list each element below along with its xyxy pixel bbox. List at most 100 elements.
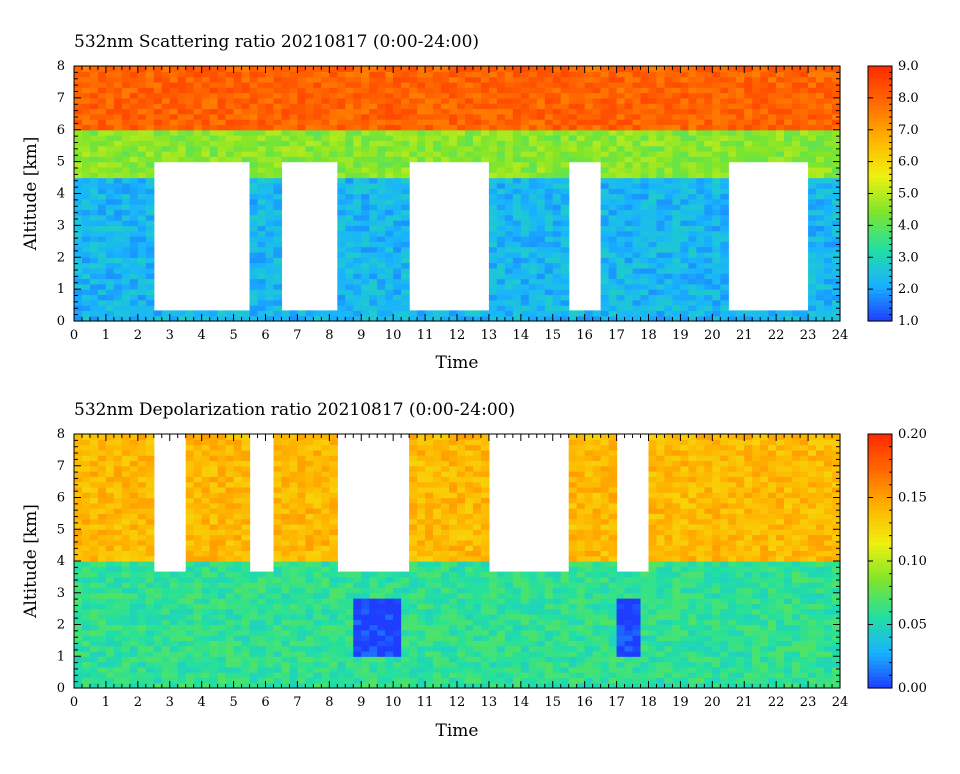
heatmap-cell (401, 124, 410, 130)
heatmap-cell (305, 146, 314, 152)
heatmap-cell (617, 289, 626, 295)
heatmap-cell (122, 252, 131, 258)
heatmap-cell (561, 71, 570, 77)
heatmap-cell (146, 199, 155, 205)
heatmap-cell (242, 561, 251, 567)
heatmap-cell (680, 294, 689, 300)
heatmap-cell (242, 114, 251, 120)
heatmap-cell (641, 98, 650, 104)
heatmap-cell (90, 167, 99, 173)
heatmap-cell (688, 188, 697, 194)
heatmap-cell (250, 300, 259, 306)
colorbar-band (868, 138, 892, 143)
heatmap-cell (369, 188, 378, 194)
heatmap-cell (106, 199, 115, 205)
heatmap-cell (82, 434, 91, 440)
heatmap-cell (250, 577, 259, 583)
heatmap-cell (656, 284, 665, 290)
heatmap-cell (409, 130, 418, 136)
heatmap-cell (345, 119, 354, 125)
heatmap-cell (146, 434, 155, 440)
heatmap-cell (521, 209, 530, 215)
heatmap-cell (529, 215, 538, 221)
heatmap-cell (585, 135, 594, 141)
heatmap-cell (521, 183, 530, 189)
heatmap-cell (194, 140, 203, 146)
heatmap-cell (353, 225, 362, 231)
heatmap-cell (641, 140, 650, 146)
heatmap-cell (561, 273, 570, 279)
heatmap-cell (234, 609, 243, 615)
heatmap-cell (138, 140, 147, 146)
heatmap-cell (752, 119, 761, 125)
heatmap-cell (162, 66, 171, 72)
heatmap-cell (617, 71, 626, 77)
heatmap-cell (816, 252, 825, 258)
heatmap-cell (273, 204, 282, 210)
heatmap-cell (218, 124, 227, 130)
heatmap-cell (776, 77, 785, 83)
heatmap-cell (281, 82, 290, 88)
heatmap-cell (585, 114, 594, 120)
heatmap-cell (569, 71, 578, 77)
heatmap-cell (577, 119, 586, 125)
heatmap-cell (521, 199, 530, 205)
heatmap-cell (752, 114, 761, 120)
heatmap-cell (521, 162, 530, 168)
heatmap-cell (106, 268, 115, 274)
heatmap-cell (641, 124, 650, 130)
heatmap-cell (800, 130, 809, 136)
heatmap-cell (816, 146, 825, 152)
heatmap-cell (664, 98, 673, 104)
heatmap-cell (649, 98, 658, 104)
heatmap-cell (537, 204, 546, 210)
heatmap-cell (250, 662, 259, 668)
heatmap-cell (138, 263, 147, 269)
heatmap-cell (489, 77, 498, 83)
heatmap-cell (273, 651, 282, 657)
heatmap-cell (202, 103, 211, 109)
heatmap-cell (138, 598, 147, 604)
heatmap-cell (162, 98, 171, 104)
heatmap-cell (289, 82, 298, 88)
heatmap-cell (617, 310, 626, 316)
heatmap-cell (728, 82, 737, 88)
heatmap-cell (266, 87, 275, 93)
heatmap-cell (154, 614, 163, 620)
heatmap-cell (114, 603, 123, 609)
heatmap-cell (401, 231, 410, 237)
heatmap-cell (202, 476, 211, 482)
heatmap-cell (816, 220, 825, 226)
heatmap-cell (242, 482, 251, 488)
heatmap-cell (505, 178, 514, 184)
heatmap-cell (82, 513, 91, 519)
heatmap-cell (561, 135, 570, 141)
heatmap-cell (680, 71, 689, 77)
heatmap-cell (545, 156, 554, 162)
heatmap-cell (130, 178, 139, 184)
heatmap-cell (258, 130, 267, 136)
heatmap-cell (281, 146, 290, 152)
heatmap-cell (281, 550, 290, 556)
heatmap-cell (82, 87, 91, 93)
heatmap-cell (760, 71, 769, 77)
heatmap-cell (441, 156, 450, 162)
heatmap-cell (186, 98, 195, 104)
heatmap-cell (90, 119, 99, 125)
heatmap-cell (704, 71, 713, 77)
colorbar-tick-label: 4.0 (898, 218, 919, 233)
heatmap-cell (321, 130, 330, 136)
heatmap-cell (680, 98, 689, 104)
heatmap-cell (258, 247, 267, 253)
heatmap-cell (601, 172, 610, 178)
heatmap-cell (82, 241, 91, 247)
heatmap-cell (816, 257, 825, 263)
heatmap-cell (281, 140, 290, 146)
heatmap-cell (266, 225, 275, 231)
heatmap-cell (664, 71, 673, 77)
heatmap-cell (98, 434, 107, 440)
heatmap-cell (226, 566, 235, 572)
x-tick-label: 9 (357, 328, 365, 343)
heatmap-cell (234, 310, 243, 316)
heatmap-cell (130, 103, 139, 109)
